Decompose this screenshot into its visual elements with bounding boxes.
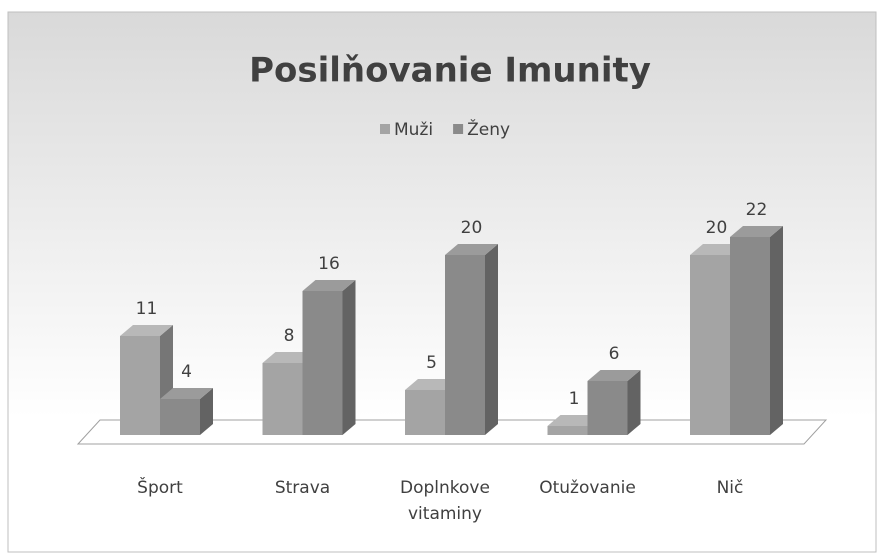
bar bbox=[690, 255, 730, 435]
data-label: 22 bbox=[746, 200, 768, 220]
data-label: 20 bbox=[461, 218, 483, 238]
bar bbox=[262, 363, 303, 435]
x-tick-label: Nič bbox=[716, 478, 744, 498]
data-label: 8 bbox=[284, 326, 295, 346]
chart-title: Posilňovanie Imunity bbox=[249, 51, 651, 91]
legend-swatch bbox=[453, 124, 464, 134]
bar-top bbox=[730, 226, 783, 237]
bar-top bbox=[302, 280, 356, 291]
bar-side bbox=[770, 226, 783, 435]
x-tick-label: Otužovanie bbox=[539, 478, 636, 498]
bar bbox=[730, 237, 770, 435]
legend-label: Muži bbox=[394, 120, 433, 140]
bar-top bbox=[120, 325, 173, 336]
data-label: 11 bbox=[136, 299, 158, 319]
bar bbox=[120, 336, 160, 435]
bar-top bbox=[262, 352, 316, 363]
bar bbox=[547, 426, 588, 435]
legend-swatch bbox=[380, 124, 390, 134]
bar-top bbox=[690, 244, 743, 255]
bar-side bbox=[627, 370, 641, 435]
data-label: 6 bbox=[609, 344, 620, 364]
data-label: 5 bbox=[426, 353, 437, 373]
bar bbox=[445, 255, 485, 435]
bar-top bbox=[547, 415, 601, 426]
bar-side bbox=[485, 244, 498, 435]
bar-top bbox=[445, 244, 498, 255]
bar-top bbox=[587, 370, 641, 381]
bar-top bbox=[405, 379, 458, 390]
x-tick-label: Doplnkove vitaminy bbox=[400, 478, 490, 524]
bar bbox=[587, 381, 628, 435]
data-label: 1 bbox=[569, 389, 580, 409]
bar bbox=[160, 399, 200, 435]
x-tick-label: Šport bbox=[137, 478, 183, 498]
bar-side bbox=[342, 280, 356, 435]
data-label: 16 bbox=[318, 254, 340, 274]
legend-label: Ženy bbox=[467, 118, 510, 140]
bar bbox=[405, 390, 445, 435]
x-tick-label: Strava bbox=[274, 478, 331, 498]
bar-top bbox=[160, 388, 213, 399]
data-label: 20 bbox=[706, 218, 728, 238]
data-label: 4 bbox=[181, 362, 192, 382]
bar bbox=[302, 291, 343, 435]
bar-side bbox=[200, 388, 213, 435]
